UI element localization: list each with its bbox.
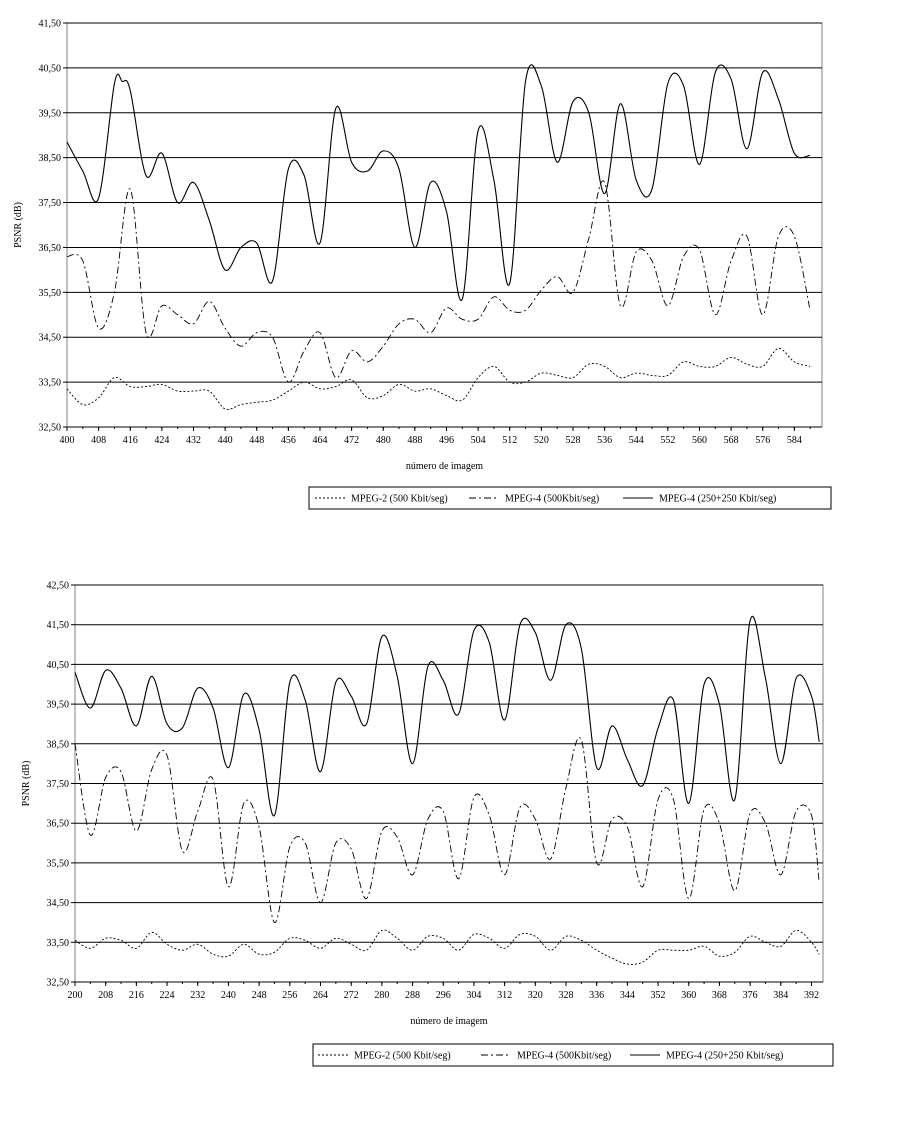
x-tick-label: 400 bbox=[60, 435, 75, 446]
y-tick-label: 42,50 bbox=[47, 581, 70, 592]
x-tick-label: 480 bbox=[376, 435, 391, 446]
y-axis-label: PSNR (dB) bbox=[21, 761, 32, 807]
x-tick-label: 504 bbox=[471, 435, 486, 446]
y-tick-label: 32,50 bbox=[47, 978, 70, 989]
x-tick-label: 328 bbox=[558, 990, 573, 1001]
series-line-dash-dot bbox=[66, 180, 811, 383]
series-line-dash-dot bbox=[74, 737, 820, 923]
x-tick-label: 304 bbox=[466, 990, 481, 1001]
y-tick-label: 40,50 bbox=[47, 660, 70, 671]
chart-2: 32,50 33,50 34,50 35,50 36,50 37,50 38,50 39,50… bbox=[3, 569, 834, 1069]
y-tick-label: 41,50 bbox=[39, 19, 62, 30]
y-tick-label: 39,50 bbox=[47, 700, 70, 711]
y-tick-label: 40,50 bbox=[39, 63, 62, 74]
x-tick-label: 224 bbox=[160, 990, 175, 1001]
x-tick-label: 320 bbox=[528, 990, 543, 1001]
series-line-solid bbox=[66, 64, 811, 302]
x-tick-label: 376 bbox=[743, 990, 758, 1001]
y-tick-label: 33,50 bbox=[39, 378, 62, 389]
x-tick-label: 256 bbox=[282, 990, 297, 1001]
x-axis-label: número de imagem bbox=[410, 1016, 487, 1027]
x-tick-label: 584 bbox=[787, 435, 802, 446]
chart-1: 32,50 33,50 34,50 35,50 36,50 37,50 38,50 39,50… bbox=[3, 3, 832, 510]
y-tick-label: 38,50 bbox=[39, 153, 62, 164]
x-tick-label: 560 bbox=[692, 435, 707, 446]
x-tick-label: 472 bbox=[344, 435, 359, 446]
y-tick-label: 32,50 bbox=[39, 423, 62, 434]
x-tick-label: 432 bbox=[186, 435, 201, 446]
x-tick-label: 568 bbox=[724, 435, 739, 446]
x-tick-label: 552 bbox=[660, 435, 675, 446]
x-tick-label: 392 bbox=[804, 990, 819, 1001]
x-tick-label: 416 bbox=[123, 435, 138, 446]
x-tick-label: 208 bbox=[98, 990, 113, 1001]
y-tick-label: 37,50 bbox=[47, 779, 70, 790]
y-tick-label: 39,50 bbox=[39, 108, 62, 119]
series-line-dotted bbox=[74, 929, 820, 965]
x-tick-label: 464 bbox=[312, 435, 327, 446]
x-tick-label: 240 bbox=[221, 990, 236, 1001]
x-tick-label: 368 bbox=[712, 990, 727, 1001]
x-axis-label: número de imagem bbox=[406, 461, 483, 472]
y-tick-label: 37,50 bbox=[39, 198, 62, 209]
y-tick-label: 34,50 bbox=[47, 898, 70, 909]
x-tick-label: 216 bbox=[129, 990, 144, 1001]
y-tick-label: 41,50 bbox=[47, 620, 70, 631]
legend bbox=[312, 1043, 834, 1067]
x-tick-label: 512 bbox=[502, 435, 517, 446]
x-tick-label: 424 bbox=[154, 435, 169, 446]
x-tick-label: 336 bbox=[589, 990, 604, 1001]
x-tick-label: 360 bbox=[681, 990, 696, 1001]
legend bbox=[308, 486, 832, 510]
y-tick-label: 34,50 bbox=[39, 333, 62, 344]
legend-label: MPEG-2 (500 Kbit/seg) bbox=[354, 1051, 451, 1062]
x-tick-label: 352 bbox=[651, 990, 666, 1001]
x-tick-label: 200 bbox=[68, 990, 83, 1001]
x-tick-label: 232 bbox=[190, 990, 205, 1001]
x-tick-label: 528 bbox=[565, 435, 580, 446]
x-tick-label: 440 bbox=[218, 435, 233, 446]
x-tick-label: 264 bbox=[313, 990, 328, 1001]
x-tick-label: 272 bbox=[344, 990, 359, 1001]
x-tick-label: 408 bbox=[91, 435, 106, 446]
y-tick-label: 36,50 bbox=[47, 819, 70, 830]
chart-frame bbox=[3, 569, 833, 1069]
series-line-dotted bbox=[66, 347, 811, 410]
x-tick-label: 344 bbox=[620, 990, 635, 1001]
x-tick-label: 520 bbox=[534, 435, 549, 446]
y-tick-label: 35,50 bbox=[39, 288, 62, 299]
legend-label: MPEG-4 (250+250 Kbit/seg) bbox=[659, 494, 776, 505]
legend-label: MPEG-2 (500 Kbit/seg) bbox=[351, 494, 448, 505]
x-tick-label: 384 bbox=[773, 990, 788, 1001]
x-tick-label: 280 bbox=[374, 990, 389, 1001]
y-tick-label: 36,50 bbox=[39, 243, 62, 254]
x-tick-label: 488 bbox=[407, 435, 422, 446]
legend-label: MPEG-4 (250+250 Kbit/seg) bbox=[666, 1051, 783, 1062]
y-tick-label: 35,50 bbox=[47, 858, 70, 869]
x-tick-label: 312 bbox=[497, 990, 512, 1001]
y-axis-label: PSNR (dB) bbox=[13, 202, 24, 248]
x-tick-label: 296 bbox=[436, 990, 451, 1001]
y-tick-label: 33,50 bbox=[47, 938, 70, 949]
x-tick-label: 496 bbox=[439, 435, 454, 446]
legend-label: MPEG-4 (500Kbit/seg) bbox=[505, 494, 599, 505]
x-tick-label: 536 bbox=[597, 435, 612, 446]
series-line-solid bbox=[74, 616, 820, 817]
y-tick-label: 38,50 bbox=[47, 739, 70, 750]
legend-label: MPEG-4 (500Kbit/seg) bbox=[517, 1051, 611, 1062]
x-tick-label: 288 bbox=[405, 990, 420, 1001]
x-tick-label: 576 bbox=[755, 435, 770, 446]
plot-area bbox=[66, 22, 823, 428]
x-tick-label: 248 bbox=[252, 990, 267, 1001]
x-tick-label: 456 bbox=[281, 435, 296, 446]
x-tick-label: 448 bbox=[249, 435, 264, 446]
x-tick-label: 544 bbox=[629, 435, 644, 446]
